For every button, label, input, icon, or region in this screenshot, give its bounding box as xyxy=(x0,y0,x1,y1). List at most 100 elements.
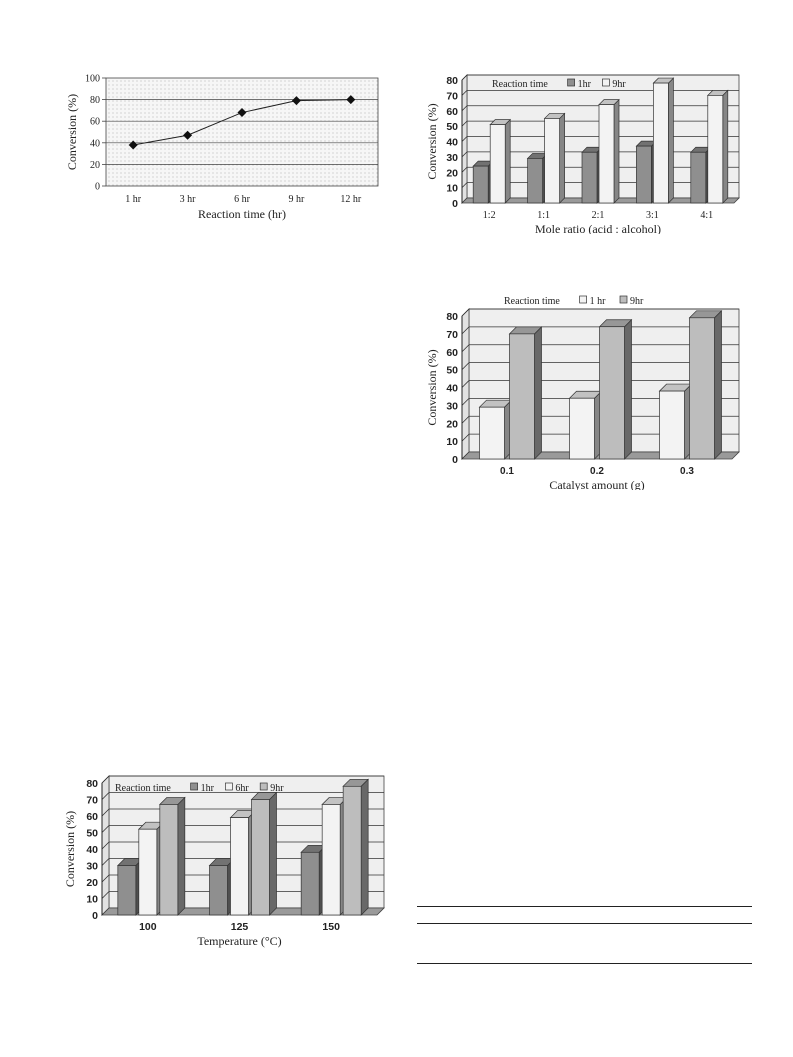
y-tick-label: 40 xyxy=(446,137,458,149)
x-axis-title: Reaction time (hr) xyxy=(198,207,286,221)
legend-entry: 9hr xyxy=(270,783,284,794)
x-axis-title: Mole ratio (acid : alcohol) xyxy=(535,222,661,234)
y-tick-label: 50 xyxy=(446,365,458,377)
legend-entry: 9hr xyxy=(630,296,644,307)
y-tick-label: 60 xyxy=(90,117,100,128)
legend-entry: 1hr xyxy=(578,79,592,90)
legend-swatch-0 xyxy=(190,782,198,791)
y-tick-label: 40 xyxy=(446,383,458,395)
bar-9hr-100 xyxy=(158,796,186,916)
bar-9hr-0.3 xyxy=(688,309,723,460)
y-tick-label: 20 xyxy=(86,877,98,889)
gridline-side xyxy=(461,344,470,353)
gridline-side xyxy=(461,120,468,127)
chart-reaction-time: 0 20 40 60 80 100 1 hr 3 hr 6 hr 9 hr 12 hr Reactio… xyxy=(65,74,379,221)
y-tick-label: 10 xyxy=(86,894,98,906)
bar-9hr-4:1 xyxy=(706,89,729,204)
y-tick-label: 20 xyxy=(446,418,458,430)
gridline-side xyxy=(461,136,468,142)
gridline-side xyxy=(101,891,110,899)
x-tick-label: 150 xyxy=(322,921,340,933)
gridline-side xyxy=(101,858,110,866)
y-tick-label: 60 xyxy=(86,811,98,823)
gridline-side xyxy=(461,415,470,424)
y-tick-label: 10 xyxy=(446,183,458,195)
gridline-side xyxy=(461,90,468,96)
bar-9hr-125 xyxy=(250,791,278,916)
legend-swatch-1 xyxy=(619,295,628,304)
y-tick-label: 50 xyxy=(446,121,458,133)
legend-entry: 9hr xyxy=(612,79,626,90)
x-tick-label: 100 xyxy=(139,921,157,933)
y-tick-label: 80 xyxy=(86,778,98,790)
y-tick-label: 80 xyxy=(90,95,100,106)
legend-swatch-1 xyxy=(225,782,233,791)
y-tick-label: 100 xyxy=(85,74,100,85)
gridline-side xyxy=(461,182,468,188)
data-point-marker xyxy=(183,130,193,140)
y-tick-label: 30 xyxy=(446,152,458,164)
gridline-side xyxy=(101,792,110,800)
gridline-side xyxy=(461,380,470,388)
gridline-side xyxy=(101,874,110,883)
legend-entry: 1hr xyxy=(201,783,215,794)
legend-swatch-2 xyxy=(259,782,268,791)
legend-title: Reaction time xyxy=(504,296,560,307)
chart-mole-ratio: 0 10 20 30 40 50 60 70 80 1:2 1:1 2:1 3:1 4:1 Mole rat… xyxy=(425,74,740,234)
y-tick-label: 70 xyxy=(86,795,98,807)
y-axis-title: Conversion (%) xyxy=(425,349,439,425)
legend-title: Reaction time xyxy=(115,783,171,794)
gridline-side xyxy=(461,326,470,335)
x-tick-label: 1:1 xyxy=(537,210,550,221)
legend-entry: 1 hr xyxy=(590,296,607,307)
y-tick-label: 0 xyxy=(452,454,458,466)
legend-swatch-0 xyxy=(579,295,587,304)
bar-9hr-1:1 xyxy=(543,112,566,204)
x-tick-label: 0.3 xyxy=(680,466,694,477)
data-point-marker xyxy=(237,108,247,118)
legend-title: Reaction time xyxy=(492,79,548,90)
data-point-marker xyxy=(128,140,138,150)
gridline-side xyxy=(461,151,468,158)
x-tick-label: 6 hr xyxy=(234,194,251,205)
y-tick-label: 60 xyxy=(446,106,458,118)
data-point-marker xyxy=(346,95,356,105)
table-rule-bottom xyxy=(417,963,752,964)
y-tick-label: 70 xyxy=(446,90,458,102)
y-tick-label: 0 xyxy=(452,198,458,210)
y-tick-label: 70 xyxy=(446,329,458,341)
legend-entry: 6hr xyxy=(235,783,249,794)
y-axis-title: Conversion (%) xyxy=(425,103,439,179)
x-tick-label: 4:1 xyxy=(700,210,713,221)
gridline-side xyxy=(101,841,110,850)
gridline-side xyxy=(461,166,468,173)
legend-swatch-0 xyxy=(567,78,575,87)
x-tick-label: 9 hr xyxy=(288,194,305,205)
bar-9hr-0.2 xyxy=(598,318,633,460)
x-axis-title: Temperature (°C) xyxy=(197,934,281,948)
y-tick-label: 80 xyxy=(446,75,458,87)
bar-1hr-0.1 xyxy=(478,399,513,460)
gridline-side xyxy=(461,398,470,406)
chart-catalyst-amount: 0 10 20 30 40 50 60 70 80 0.1 0.2 0.3 Catalyst amoun… xyxy=(425,295,740,490)
x-tick-label: 12 hr xyxy=(340,194,362,205)
y-tick-label: 80 xyxy=(446,311,458,323)
y-tick-label: 50 xyxy=(86,828,98,840)
plot-area xyxy=(105,77,379,187)
gridline-side xyxy=(461,105,468,112)
y-tick-label: 20 xyxy=(446,167,458,179)
table-rule-middle xyxy=(417,923,752,924)
bar-1hr-0.2 xyxy=(568,390,603,460)
x-tick-label: 3 hr xyxy=(180,194,197,205)
x-tick-label: 1:2 xyxy=(483,210,496,221)
y-tick-label: 40 xyxy=(86,844,98,856)
data-point-marker xyxy=(291,96,301,106)
y-tick-label: 40 xyxy=(90,138,100,149)
x-tick-label: 125 xyxy=(231,921,249,933)
table-rule-top xyxy=(417,906,752,907)
gridline-side xyxy=(101,808,110,817)
x-tick-label: 1 hr xyxy=(125,194,142,205)
bar-9hr-2:1 xyxy=(598,98,620,204)
gridline-side xyxy=(461,74,468,81)
bar-9hr-150 xyxy=(342,778,370,916)
